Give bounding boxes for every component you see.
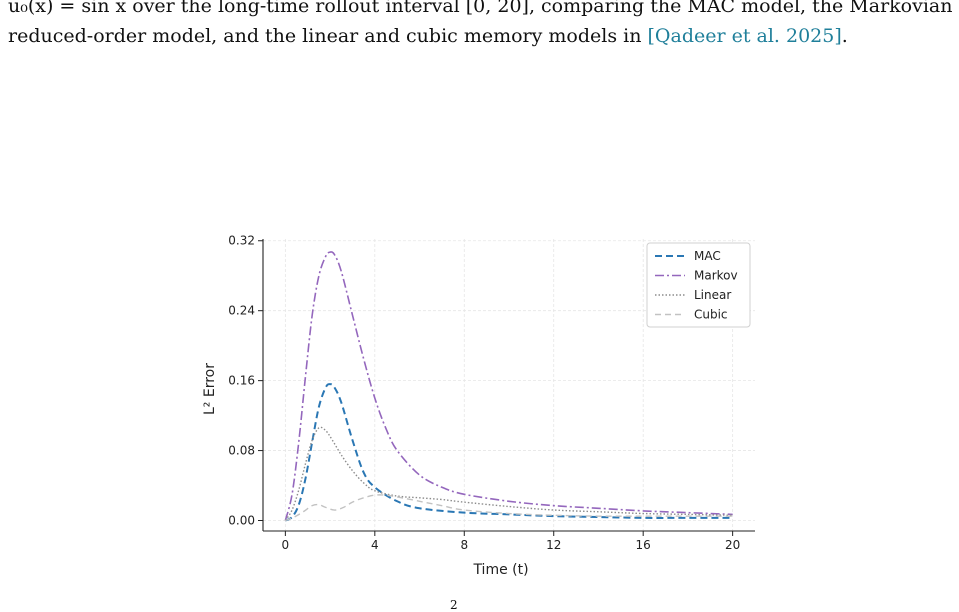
y-tick-label: 0.24 xyxy=(228,304,255,318)
series-line-mac xyxy=(284,383,733,522)
y-tick-label: 0.32 xyxy=(228,234,255,248)
x-tick-label: 20 xyxy=(725,538,740,552)
chart-axes xyxy=(258,239,755,536)
legend-label-linear: Linear xyxy=(694,288,731,302)
legend-label-cubic: Cubic xyxy=(694,308,728,322)
x-tick-label: 16 xyxy=(636,538,651,552)
legend-label-mac: MAC xyxy=(694,249,721,263)
x-tick-label: 12 xyxy=(546,538,561,552)
chart-legend: MAC Markov Linear Cubic xyxy=(646,242,751,328)
caption-fragment-bottom: 2 xyxy=(450,598,458,612)
caption-line-1: u₀(x) = sin x over the long-time rollout… xyxy=(8,0,953,17)
y-tick-label: 0.00 xyxy=(228,514,255,528)
series-line-cubic xyxy=(285,494,733,522)
x-tick-label: 4 xyxy=(371,538,379,552)
x-tick-label: 8 xyxy=(460,538,468,552)
series-line-linear xyxy=(284,426,733,521)
y-axis-label: L² Error xyxy=(202,363,218,415)
series-lines xyxy=(284,251,733,522)
x-axis-label: Time (t) xyxy=(472,562,528,578)
caption-line-2: reduced-order model, and the linear and … xyxy=(8,21,953,51)
caption-line-2-text: reduced-order model, and the linear and … xyxy=(8,25,648,47)
legend-box xyxy=(646,242,751,328)
figure-caption: u₀(x) = sin x over the long-time rollout… xyxy=(8,0,953,51)
y-tick-label: 0.08 xyxy=(228,444,255,458)
y-tick-label: 0.16 xyxy=(228,374,255,388)
legend-label-markov: Markov xyxy=(694,269,738,283)
citation-link[interactable]: [Qadeer et al. 2025] xyxy=(647,25,842,47)
x-tick-label: 0 xyxy=(282,538,290,552)
caption-line-2-end: . xyxy=(841,25,848,47)
tick-labels: 0 4 8 12 16 20 0.00 0.08 0.16 0.24 0.32 xyxy=(228,234,740,552)
